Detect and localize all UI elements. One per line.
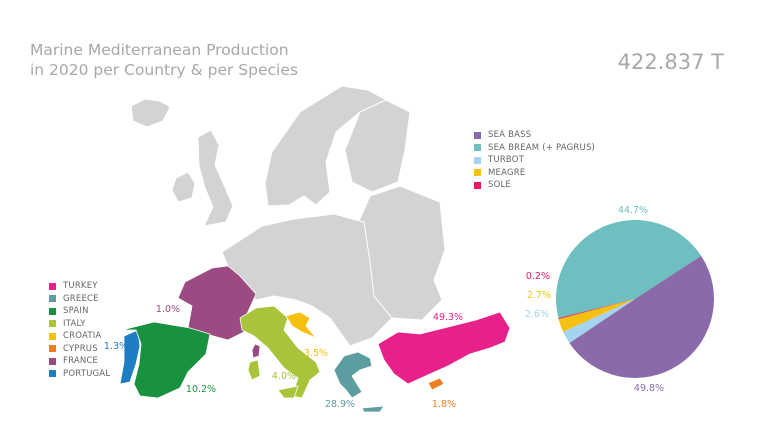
turkey-shape xyxy=(377,311,511,385)
legend-item-cyprus: CYPRUS xyxy=(49,343,110,356)
legend-item-turbot: TURBOT xyxy=(474,154,595,167)
legend-item-meagre: MEAGRE xyxy=(474,167,595,180)
legend-swatch xyxy=(49,320,56,328)
legend-item-spain: SPAIN xyxy=(49,305,110,318)
legend-label: GREECE xyxy=(63,293,99,304)
total-production: 422.837 T xyxy=(617,50,724,74)
chart-title: Marine Mediterranean Production in 2020 … xyxy=(30,40,330,80)
crete-shape xyxy=(361,405,385,413)
legend-label: CROATIA xyxy=(63,331,102,342)
map-label-france: 1.0% xyxy=(156,304,180,315)
legend-label: TURKEY xyxy=(63,281,98,292)
iceland-shape xyxy=(130,98,171,128)
country-legend: TURKEY GREECE SPAIN ITALY CROATIA CYPRUS… xyxy=(49,280,110,380)
legend-swatch xyxy=(49,345,56,353)
legend-item-france: FRANCE xyxy=(49,355,110,368)
legend-label: SEA BREAM (+ PAGRUS) xyxy=(488,142,596,153)
legend-swatch xyxy=(474,156,481,164)
legend-label: ITALY xyxy=(63,318,86,329)
legend-swatch xyxy=(474,181,481,189)
pie-label-sea-bream: 44.7% xyxy=(618,205,648,216)
map-label-cyprus: 1.8% xyxy=(432,399,456,410)
legend-label: CYPRUS xyxy=(63,343,98,354)
legend-swatch xyxy=(474,169,481,177)
cyprus-shape xyxy=(427,377,445,391)
finland-shape xyxy=(344,99,411,193)
legend-label: MEAGRE xyxy=(488,167,526,178)
legend-item-sea-bass: SEA BASS xyxy=(474,129,595,142)
pie-slice-sea-bream xyxy=(556,220,702,319)
ireland-shape xyxy=(171,171,196,203)
legend-label: FRANCE xyxy=(63,356,99,367)
legend-item-greece: GREECE xyxy=(49,293,110,306)
pie-label-sole: 0.2% xyxy=(526,271,550,282)
greece-shape xyxy=(333,351,373,399)
legend-item-italy: ITALY xyxy=(49,318,110,331)
legend-item-turkey: TURKEY xyxy=(49,280,110,293)
highlighted-countries xyxy=(119,265,511,413)
pie-label-turbot: 2.6% xyxy=(525,309,549,320)
corsica-shape xyxy=(251,343,261,359)
map-label-greece: 28.9% xyxy=(325,399,355,410)
legend-item-croatia: CROATIA xyxy=(49,330,110,343)
map-label-portugal: 1.3% xyxy=(104,341,128,352)
legend-swatch xyxy=(49,307,56,315)
title-line-1: Marine Mediterranean Production xyxy=(30,41,289,59)
legend-label: PORTUGAL xyxy=(63,368,111,379)
italy-shape xyxy=(239,305,321,399)
legend-item-sole: SOLE xyxy=(474,179,595,192)
map-label-turkey: 49.3% xyxy=(433,312,463,323)
legend-swatch xyxy=(49,357,56,365)
legend-label: TURBOT xyxy=(488,155,525,166)
legend-item-portugal: PORTUGAL xyxy=(49,368,110,381)
legend-label: SEA BASS xyxy=(488,130,532,141)
sicily-shape xyxy=(277,385,299,399)
legend-label: SPAIN xyxy=(63,306,89,317)
pie-label-meagre: 2.7% xyxy=(527,290,551,301)
pie-slice-sea-bass xyxy=(569,255,714,378)
map-label-italy: 4.0% xyxy=(272,371,296,382)
pie-slice-sole xyxy=(558,299,635,320)
map-label-croatia: 3.5% xyxy=(304,348,328,359)
pie-label-sea-bass: 49.8% xyxy=(634,383,664,394)
title-line-2: in 2020 per Country & per Species xyxy=(30,61,298,79)
pie-slice-meagre xyxy=(558,299,635,332)
map-label-spain: 10.2% xyxy=(186,384,216,395)
legend-swatch xyxy=(49,332,56,340)
legend-swatch xyxy=(49,282,56,290)
species-pie-chart: 44.7% 49.8% 2.6% 2.7% 0.2% xyxy=(525,205,714,394)
pie-slice-turbot xyxy=(563,299,635,343)
legend-swatch xyxy=(474,131,481,139)
france-shape xyxy=(177,265,257,341)
great-britain-shape xyxy=(197,129,234,227)
scandinavia-shape xyxy=(264,85,388,207)
map-labels: 49.3% 28.9% 10.2% 4.0% 3.5% 1.8% 1.0% 1.3% xyxy=(104,304,463,410)
croatia-shape xyxy=(285,311,317,339)
legend-swatch xyxy=(474,144,481,152)
legend-swatch xyxy=(49,370,56,378)
legend-label: SOLE xyxy=(488,180,511,191)
legend-swatch xyxy=(49,295,56,303)
spain-shape xyxy=(121,321,211,399)
sardinia-shape xyxy=(247,359,261,381)
species-legend: SEA BASS SEA BREAM (+ PAGRUS) TURBOT MEA… xyxy=(474,129,595,192)
legend-item-sea-bream: SEA BREAM (+ PAGRUS) xyxy=(474,142,595,155)
